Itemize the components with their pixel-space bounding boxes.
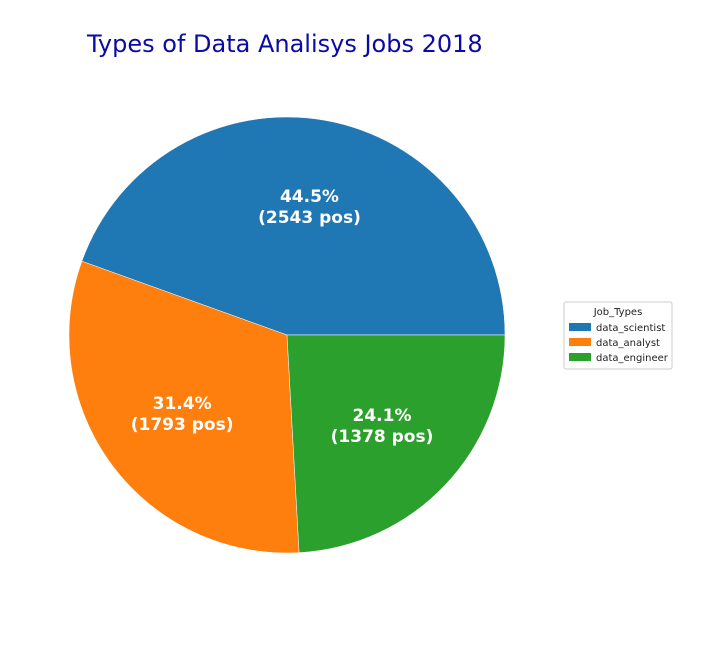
legend-swatch-data-analyst [569, 338, 591, 346]
slice-percent-label: 31.4% [153, 394, 212, 414]
legend-label-data-analyst: data_analyst [596, 338, 660, 349]
pie-slices [68, 116, 506, 554]
slice-count-label: (1378 pos) [331, 427, 434, 447]
slice-count-label: (2543 pos) [258, 208, 361, 228]
pie-labels: 44.5%(2543 pos) 31.4%(1793 pos) 24.1%(1378… [131, 187, 434, 447]
chart-title: Types of Data Analisys Jobs 2018 [87, 30, 483, 58]
legend-swatch-data-scientist [569, 323, 591, 331]
legend-title: Job_Types [593, 307, 643, 318]
legend-swatch-data-engineer [569, 353, 591, 361]
slice-count-label: (1793 pos) [131, 415, 234, 435]
legend: Job_Types data_scientist data_analyst data_… [563, 301, 673, 370]
pie-slice-data-scientist [81, 116, 506, 336]
slice-percent-label: 24.1% [353, 406, 412, 426]
slice-percent-label: 44.5% [280, 187, 339, 207]
pie-slice-data-engineer [286, 334, 506, 553]
legend-frame [563, 301, 673, 370]
pie-slice-data-analyst [68, 260, 300, 554]
legend-label-data-engineer: data_engineer [596, 353, 669, 364]
legend-label-data-scientist: data_scientist [596, 323, 665, 334]
